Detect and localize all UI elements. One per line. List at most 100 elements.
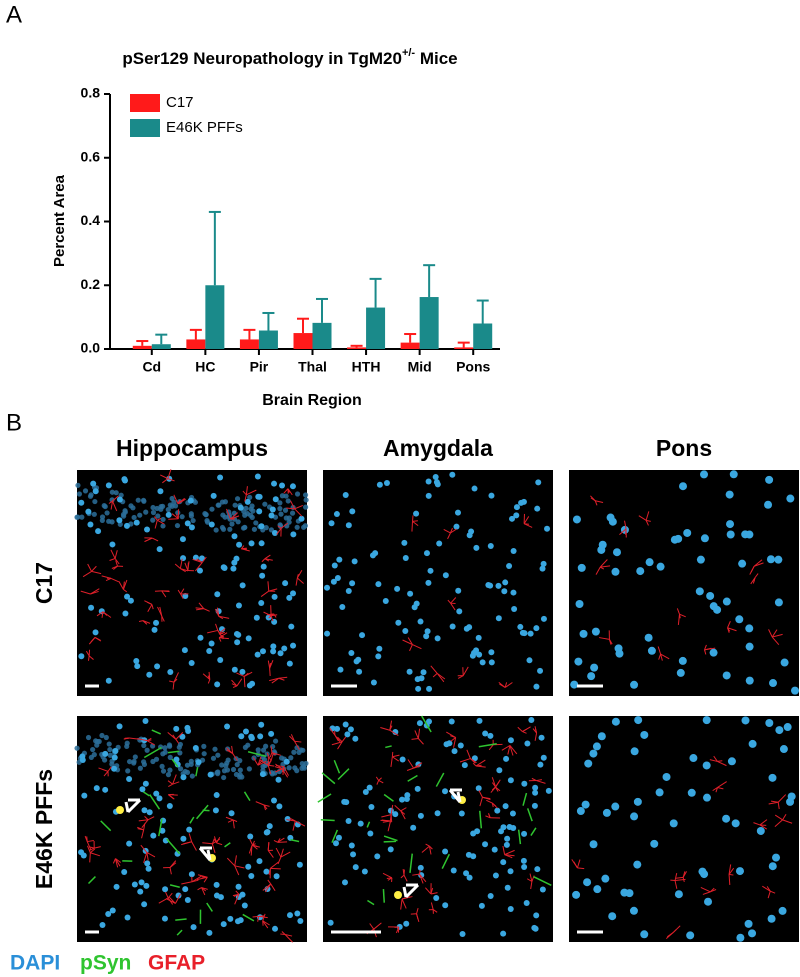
nucleus xyxy=(206,647,213,654)
nucleus xyxy=(471,755,478,762)
nucleus xyxy=(253,614,260,621)
nucleus xyxy=(78,499,85,506)
nucleus xyxy=(655,788,664,797)
nucleus xyxy=(150,509,157,516)
astrocyte xyxy=(382,872,393,879)
nucleus xyxy=(510,589,517,596)
nucleus xyxy=(257,733,264,740)
astrocyte xyxy=(217,630,222,637)
nucleus xyxy=(482,841,489,848)
nucleus xyxy=(303,497,309,503)
nucleus xyxy=(212,807,219,814)
astrocyte xyxy=(389,729,399,737)
astrocyte xyxy=(225,816,234,821)
nucleus xyxy=(255,747,261,753)
astrocyte xyxy=(507,745,511,755)
nucleus xyxy=(479,659,486,666)
nucleus xyxy=(640,730,649,739)
astrocyte xyxy=(276,527,282,535)
astrocyte xyxy=(495,781,500,788)
nucleus xyxy=(533,683,540,690)
nucleus xyxy=(729,470,738,479)
nucleus xyxy=(731,819,740,828)
astrocyte xyxy=(232,819,235,829)
astrocyte xyxy=(140,844,148,853)
astrocyte xyxy=(704,647,712,651)
astrocyte xyxy=(412,520,419,527)
nucleus xyxy=(702,761,711,770)
nucleus xyxy=(206,929,213,936)
astrocyte xyxy=(411,521,414,532)
nucleus xyxy=(79,756,86,763)
inclusion xyxy=(87,876,96,885)
astrocyte xyxy=(196,876,208,881)
nucleus xyxy=(220,921,227,928)
nucleus xyxy=(107,752,113,758)
astrocyte xyxy=(638,515,647,521)
astrocyte xyxy=(175,514,179,519)
x-tick-label: Cd xyxy=(142,359,161,375)
nucleus xyxy=(154,663,161,670)
nucleus xyxy=(500,930,507,937)
astrocyte xyxy=(218,615,230,619)
nucleus xyxy=(574,657,583,666)
astrocyte xyxy=(151,537,159,542)
nucleus xyxy=(535,479,542,486)
nucleus xyxy=(85,734,92,741)
nucleus xyxy=(145,865,152,872)
astrocyte xyxy=(337,736,343,743)
nucleus xyxy=(476,717,483,724)
nucleus xyxy=(344,731,351,738)
astrocyte xyxy=(234,855,237,866)
astrocyte xyxy=(390,804,394,815)
astrocyte xyxy=(475,759,486,767)
astrocyte xyxy=(226,857,236,867)
nucleus xyxy=(127,597,134,604)
astrocyte xyxy=(491,777,497,788)
nucleus xyxy=(786,494,795,503)
nucleus xyxy=(188,871,195,878)
nucleus xyxy=(614,644,623,653)
nucleus xyxy=(376,481,383,488)
nucleus xyxy=(423,633,430,640)
astrocyte xyxy=(172,734,177,740)
nucleus xyxy=(99,921,106,928)
astrocyte xyxy=(728,874,731,885)
nucleus xyxy=(349,508,356,515)
nucleus xyxy=(246,766,252,772)
astrocyte xyxy=(263,804,270,807)
nucleus xyxy=(434,810,441,817)
nucleus xyxy=(234,762,240,768)
nucleus xyxy=(778,906,787,915)
nucleus xyxy=(727,757,736,766)
astrocyte xyxy=(198,602,205,609)
nucleus xyxy=(424,628,431,635)
astrocyte xyxy=(188,833,193,842)
astrocyte xyxy=(466,749,471,759)
astrocyte xyxy=(227,819,234,823)
nucleus xyxy=(141,742,147,749)
inclusion xyxy=(149,794,161,810)
nucleus xyxy=(425,492,432,499)
inclusion xyxy=(435,772,445,787)
nucleus xyxy=(239,891,246,898)
astrocyte xyxy=(522,728,527,733)
nucleus xyxy=(509,515,516,522)
nucleus xyxy=(470,853,477,860)
nucleus xyxy=(182,592,189,599)
nucleus xyxy=(261,757,268,763)
nucleus xyxy=(570,680,579,689)
nucleus xyxy=(259,771,266,778)
bar xyxy=(239,339,259,349)
nucleus xyxy=(417,618,424,625)
astrocyte xyxy=(402,869,405,876)
astrocyte xyxy=(450,602,456,611)
nucleus xyxy=(75,482,81,488)
nucleus xyxy=(633,797,642,806)
astrocyte xyxy=(271,677,280,684)
y-tick-label: 0.0 xyxy=(81,340,101,356)
astrocyte xyxy=(273,613,277,618)
title-main: pSer129 Neuropathology in TgM20 xyxy=(122,49,402,68)
astrocyte xyxy=(89,848,96,854)
nucleus xyxy=(503,841,510,848)
